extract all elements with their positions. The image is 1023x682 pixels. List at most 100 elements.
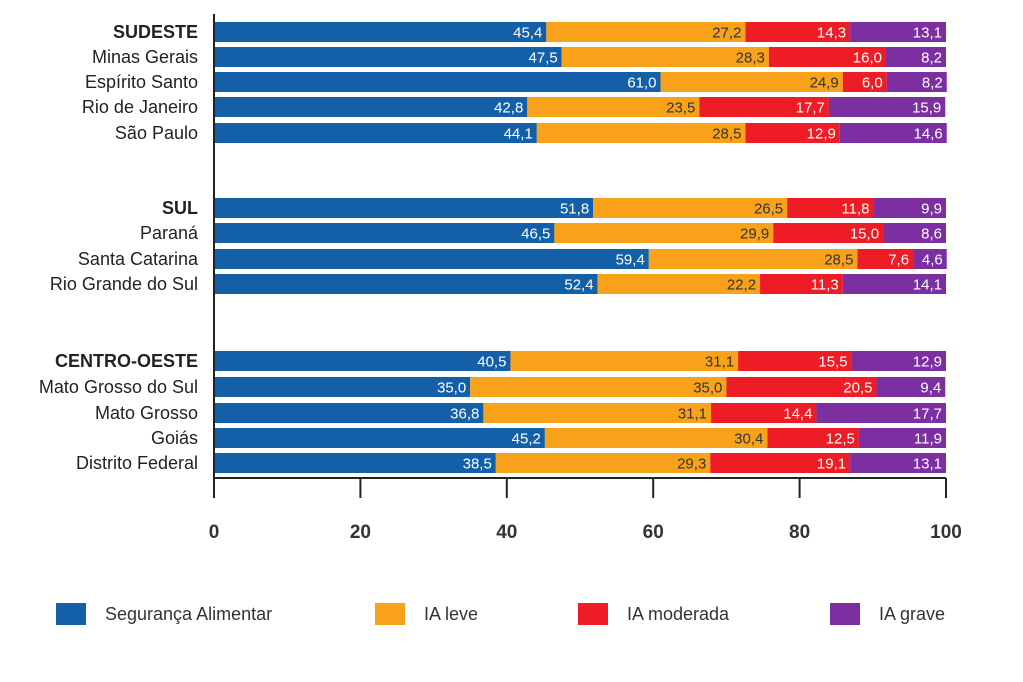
bar-ia-leve-centro-oeste [510, 351, 739, 371]
category-label-rio-grande-do-sul: Rio Grande do Sul [50, 274, 198, 294]
data-label-ia-leve-mato-grosso: 31,1 [678, 406, 707, 423]
data-label-ia-moderada-distrito-federal: 19,1 [817, 456, 846, 473]
data-label-ia-leve-goias: 30,4 [734, 431, 763, 448]
bar-ia-leve-espirito-santo [660, 72, 843, 92]
data-label-ia-grave-rio-grande-do-sul: 14,1 [913, 277, 942, 294]
bar-ia-moderada-espirito-santo [842, 72, 887, 92]
data-label-seguranca-alimentar-mato-grosso: 36,8 [450, 406, 479, 423]
data-label-ia-grave-santa-catarina: 4,6 [922, 252, 943, 269]
data-label-ia-grave-parana: 8,6 [921, 226, 942, 243]
data-label-seguranca-alimentar-espirito-santo: 61,0 [627, 75, 656, 92]
data-label-ia-moderada-mato-grosso: 14,4 [783, 406, 812, 423]
bar-ia-grave-mato-grosso-do-sul [876, 377, 946, 397]
data-label-ia-leve-rio-de-janeiro: 23,5 [666, 100, 695, 117]
data-label-seguranca-alimentar-rio-grande-do-sul: 52,4 [564, 277, 593, 294]
data-label-ia-grave-espirito-santo: 8,2 [922, 75, 943, 92]
bar-ia-leve-rio-grande-do-sul [597, 274, 761, 294]
category-label-sul: SUL [162, 198, 198, 218]
bar-ia-grave-rio-de-janeiro [828, 97, 946, 117]
data-label-ia-grave-minas-gerais: 8,2 [921, 50, 942, 67]
category-label-minas-gerais: Minas Gerais [92, 47, 198, 67]
data-label-ia-moderada-goias: 12,5 [826, 431, 855, 448]
bar-seguranca-alimentar-sao-paulo [214, 123, 537, 143]
data-label-ia-grave-distrito-federal: 13,1 [913, 456, 942, 473]
x-tick-label-60: 60 [643, 522, 664, 543]
data-label-seguranca-alimentar-goias: 45,2 [512, 431, 541, 448]
data-label-ia-moderada-sao-paulo: 12,9 [807, 126, 836, 143]
bar-ia-grave-rio-grande-do-sul [842, 274, 946, 294]
bar-ia-leve-minas-gerais [561, 47, 769, 67]
data-label-ia-moderada-parana: 15,0 [850, 226, 879, 243]
category-label-sudeste: SUDESTE [113, 22, 198, 42]
legend-label-seguranca-alimentar: Segurança Alimentar [105, 604, 272, 624]
data-label-ia-grave-rio-de-janeiro: 15,9 [912, 100, 941, 117]
data-label-seguranca-alimentar-centro-oeste: 40,5 [477, 354, 506, 371]
bar-ia-grave-distrito-federal [850, 453, 946, 473]
bar-seguranca-alimentar-santa-catarina [214, 249, 649, 269]
bar-ia-grave-goias [858, 428, 946, 448]
data-label-ia-grave-mato-grosso: 17,7 [913, 406, 942, 423]
data-label-ia-grave-sudeste: 13,1 [913, 25, 942, 42]
data-label-ia-leve-mato-grosso-do-sul: 35,0 [693, 380, 722, 397]
data-label-ia-leve-sul: 26,5 [754, 201, 783, 218]
bar-ia-leve-mato-grosso [483, 403, 712, 423]
bar-seguranca-alimentar-rio-de-janeiro [214, 97, 528, 117]
bar-ia-grave-santa-catarina [913, 249, 947, 269]
data-label-ia-moderada-espirito-santo: 6,0 [862, 75, 883, 92]
data-label-ia-moderada-rio-de-janeiro: 17,7 [796, 100, 825, 117]
bar-ia-moderada-centro-oeste [738, 351, 852, 371]
bar-seguranca-alimentar-goias [214, 428, 545, 448]
data-label-ia-leve-distrito-federal: 29,3 [677, 456, 706, 473]
legend-swatch-ia-grave [830, 603, 860, 625]
data-label-ia-grave-mato-grosso-do-sul: 9,4 [920, 380, 941, 397]
data-label-ia-moderada-rio-grande-do-sul: 11,3 [811, 277, 839, 294]
data-label-ia-moderada-centro-oeste: 15,5 [818, 354, 847, 371]
data-label-ia-leve-sudeste: 27,2 [712, 25, 741, 42]
x-tick-label-20: 20 [350, 522, 371, 543]
bar-ia-leve-distrito-federal [495, 453, 711, 473]
data-label-ia-leve-sao-paulo: 28,5 [712, 126, 741, 143]
bar-ia-grave-minas-gerais [885, 47, 946, 67]
bar-seguranca-alimentar-mato-grosso [214, 403, 484, 423]
data-label-ia-leve-centro-oeste: 31,1 [705, 354, 734, 371]
data-label-ia-grave-sul: 9,9 [921, 201, 942, 218]
bar-ia-moderada-mato-grosso-do-sul [726, 377, 877, 397]
legend-swatch-ia-leve [375, 603, 405, 625]
bar-ia-moderada-rio-grande-do-sul [760, 274, 843, 294]
category-label-espirito-santo: Espírito Santo [85, 72, 198, 92]
bar-ia-moderada-sudeste [745, 22, 851, 42]
data-label-seguranca-alimentar-sao-paulo: 44,1 [504, 126, 533, 143]
category-label-sao-paulo: São Paulo [115, 123, 198, 143]
category-label-mato-grosso: Mato Grosso [95, 403, 198, 423]
bar-seguranca-alimentar-minas-gerais [214, 47, 562, 67]
x-tick-label-80: 80 [789, 522, 810, 543]
category-label-centro-oeste: CENTRO-OESTE [55, 351, 198, 371]
bar-ia-grave-parana [883, 223, 946, 243]
category-label-goias: Goiás [151, 428, 198, 448]
data-label-seguranca-alimentar-sul: 51,8 [560, 201, 589, 218]
bar-ia-grave-sao-paulo [839, 123, 947, 143]
bar-ia-grave-sul [873, 198, 946, 218]
legend-label-ia-grave: IA grave [879, 604, 945, 624]
bar-seguranca-alimentar-rio-grande-do-sul [214, 274, 598, 294]
x-tick-label-100: 100 [930, 522, 962, 543]
bar-ia-grave-sudeste [850, 22, 946, 42]
bar-ia-moderada-distrito-federal [710, 453, 851, 473]
data-label-ia-leve-parana: 29,9 [740, 226, 769, 243]
bar-ia-leve-sao-paulo [536, 123, 746, 143]
legend-swatch-seguranca-alimentar [56, 603, 86, 625]
data-label-ia-moderada-santa-catarina: 7,6 [888, 252, 909, 269]
bar-ia-grave-centro-oeste [851, 351, 946, 371]
data-label-seguranca-alimentar-sudeste: 45,4 [513, 25, 542, 42]
data-label-ia-leve-minas-gerais: 28,3 [736, 50, 765, 67]
bar-ia-leve-sul [593, 198, 788, 218]
x-tick-label-0: 0 [209, 522, 220, 543]
bar-ia-leve-santa-catarina [648, 249, 858, 269]
data-label-seguranca-alimentar-minas-gerais: 47,5 [528, 50, 557, 67]
bar-ia-grave-mato-grosso [816, 403, 946, 423]
bar-ia-grave-espirito-santo [886, 72, 947, 92]
category-label-santa-catarina: Santa Catarina [78, 249, 199, 269]
category-label-rio-de-janeiro: Rio de Janeiro [82, 97, 198, 117]
bar-seguranca-alimentar-distrito-federal [214, 453, 496, 473]
